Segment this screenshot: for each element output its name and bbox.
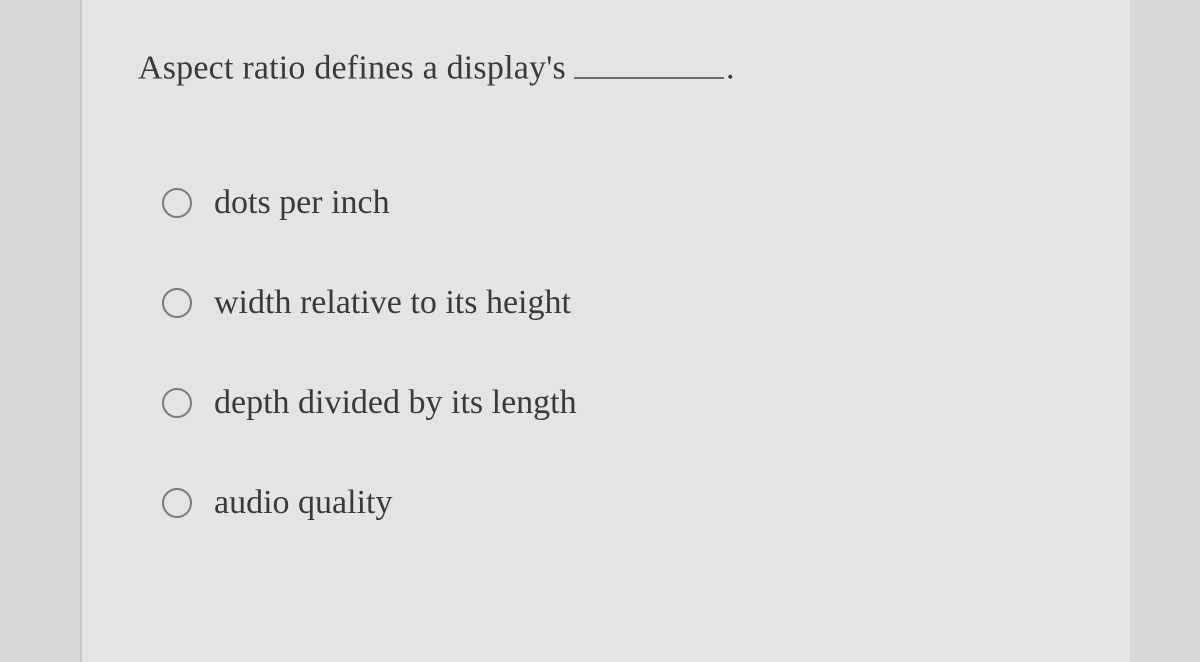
option-row[interactable]: dots per inch	[162, 184, 1074, 222]
radio-icon[interactable]	[162, 388, 192, 418]
radio-icon[interactable]	[162, 488, 192, 518]
options-list: dots per inch width relative to its heig…	[138, 184, 1074, 522]
option-label: dots per inch	[214, 184, 390, 222]
fill-blank	[574, 48, 724, 79]
option-row[interactable]: audio quality	[162, 484, 1074, 522]
question-prefix: Aspect ratio defines a display's	[138, 50, 566, 87]
option-row[interactable]: width relative to its height	[162, 284, 1074, 322]
question-panel: Aspect ratio defines a display's. dots p…	[80, 0, 1130, 662]
radio-icon[interactable]	[162, 288, 192, 318]
option-label: depth divided by its length	[214, 384, 577, 422]
option-label: width relative to its height	[214, 284, 571, 322]
question-text: Aspect ratio defines a display's.	[138, 48, 1074, 88]
option-label: audio quality	[214, 484, 392, 522]
option-row[interactable]: depth divided by its length	[162, 384, 1074, 422]
radio-icon[interactable]	[162, 188, 192, 218]
question-suffix: .	[726, 50, 735, 87]
